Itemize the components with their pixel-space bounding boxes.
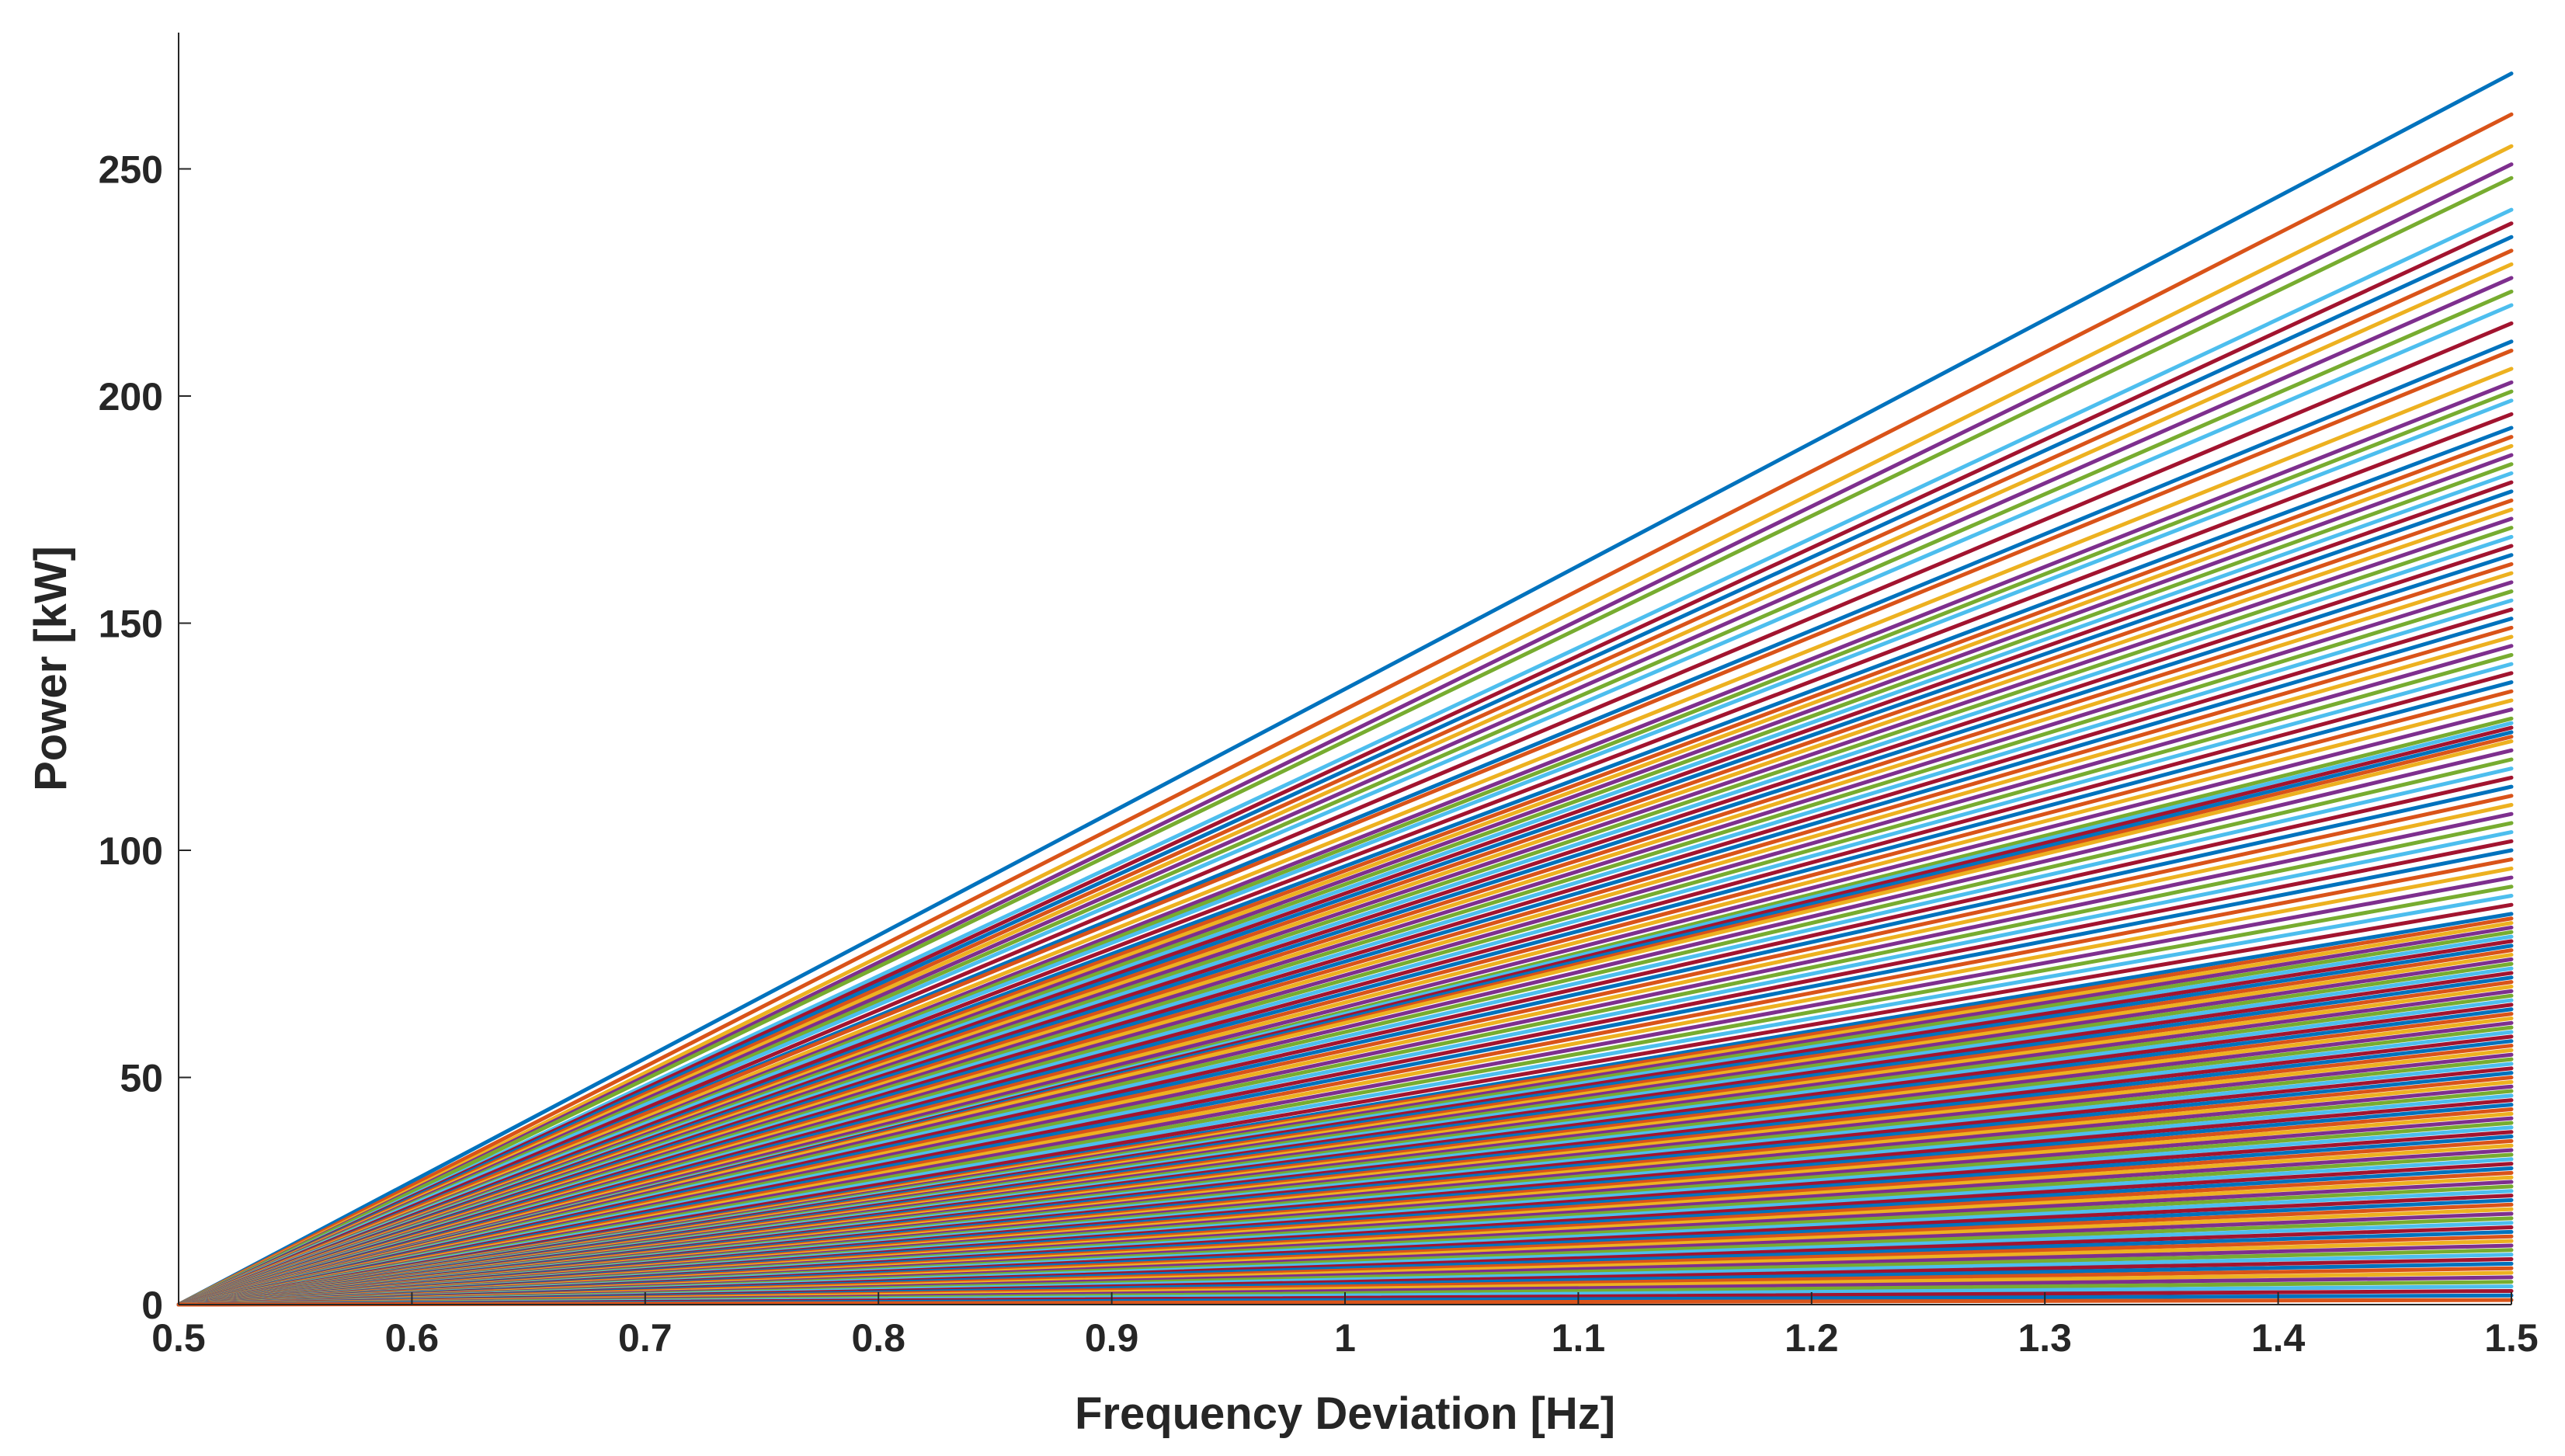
y-tick-label: 0 (141, 1284, 163, 1327)
x-tick-label: 0.7 (618, 1316, 673, 1360)
x-tick-label: 0.8 (851, 1316, 905, 1360)
series-line (176, 162, 2514, 1307)
y-tick-label: 250 (99, 148, 163, 192)
x-axis-ticks: 0.5 0.6 0.7 0.8 0.9 1 1.1 1.2 1.3 1.4 1.5 (151, 1292, 2539, 1360)
series-lines (176, 71, 2514, 1307)
y-tick-label: 50 (120, 1057, 163, 1100)
x-tick-label: 0.9 (1085, 1316, 1139, 1360)
series-line (176, 235, 2514, 1307)
y-axis-ticks: 0 50 100 150 200 250 (99, 148, 191, 1327)
series-line (176, 303, 2514, 1307)
x-axis-label: Frequency Deviation [Hz] (1075, 1388, 1615, 1439)
series-line (176, 144, 2514, 1307)
y-tick-label: 100 (99, 829, 163, 873)
series-line (176, 221, 2514, 1307)
series-line (176, 412, 2514, 1307)
x-tick-label: 1.4 (2251, 1316, 2306, 1360)
x-tick-label: 1.5 (2484, 1316, 2539, 1360)
series-line (176, 398, 2514, 1307)
series-line (176, 276, 2514, 1307)
series-line (176, 112, 2514, 1307)
series-line (176, 207, 2514, 1307)
series-line (176, 262, 2514, 1307)
x-tick-label: 0.5 (151, 1316, 206, 1360)
y-axis-label: Power [kW] (26, 546, 76, 791)
x-tick-label: 1.3 (2018, 1316, 2072, 1360)
series-line (176, 175, 2514, 1307)
series-line (176, 71, 2514, 1307)
series-line (176, 248, 2514, 1307)
series-line (176, 349, 2514, 1307)
y-tick-label: 150 (99, 603, 163, 646)
series-line (176, 367, 2514, 1307)
series-line (176, 289, 2514, 1307)
x-tick-label: 1.1 (1552, 1316, 1606, 1360)
y-tick-label: 200 (99, 375, 163, 419)
x-tick-label: 1.2 (1785, 1316, 1839, 1360)
series-line (176, 321, 2514, 1307)
x-tick-label: 1 (1334, 1316, 1356, 1360)
x-tick-label: 0.6 (385, 1316, 440, 1360)
